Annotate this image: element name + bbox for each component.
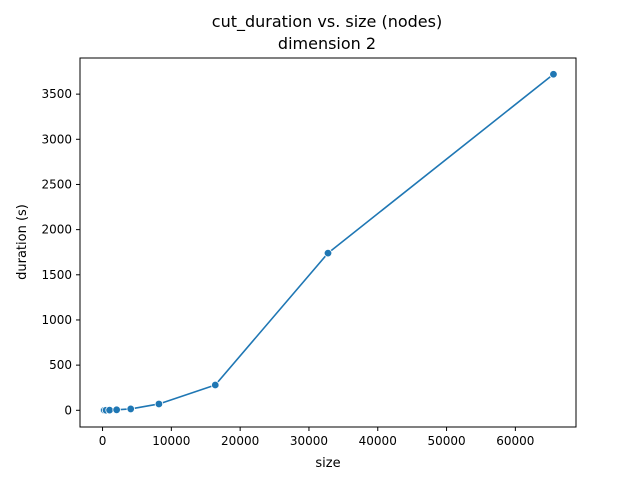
data-point: [211, 380, 220, 390]
x-axis-label: size: [315, 456, 340, 471]
data-point: [112, 405, 121, 415]
x-axis-ticks: 0 10000 20000 30000 40000 50000 60000: [99, 427, 534, 448]
x-tick-label: 20000: [221, 434, 259, 448]
chart-subtitle: dimension 2: [278, 34, 376, 53]
y-tick-label: 1500: [41, 268, 72, 282]
chart-title: cut_duration vs. size (nodes): [212, 12, 442, 32]
x-tick-label: 10000: [152, 434, 190, 448]
x-tick-label: 40000: [359, 434, 397, 448]
data-point: [154, 399, 164, 409]
y-tick-label: 500: [49, 358, 72, 372]
plot-area-frame: [79, 57, 577, 428]
y-tick-label: 3500: [41, 87, 72, 101]
x-tick-label: 50000: [427, 434, 465, 448]
plot-markers: [99, 70, 558, 415]
data-point: [126, 404, 135, 414]
x-tick-label: 30000: [290, 434, 328, 448]
data-point: [549, 70, 558, 79]
y-tick-label: 0: [64, 403, 72, 417]
y-axis-ticks: 0 500 1000 1500 2000 2500 3000 3500: [41, 87, 80, 417]
y-tick-label: 2500: [41, 177, 72, 191]
data-point: [323, 248, 333, 258]
y-tick-label: 1000: [41, 313, 72, 327]
x-tick-label: 60000: [496, 434, 534, 448]
data-point: [105, 405, 114, 415]
x-tick-label: 0: [99, 434, 107, 448]
y-tick-label: 3000: [41, 132, 72, 146]
y-axis-label: duration (s): [15, 204, 30, 280]
y-tick-label: 2000: [41, 223, 72, 237]
